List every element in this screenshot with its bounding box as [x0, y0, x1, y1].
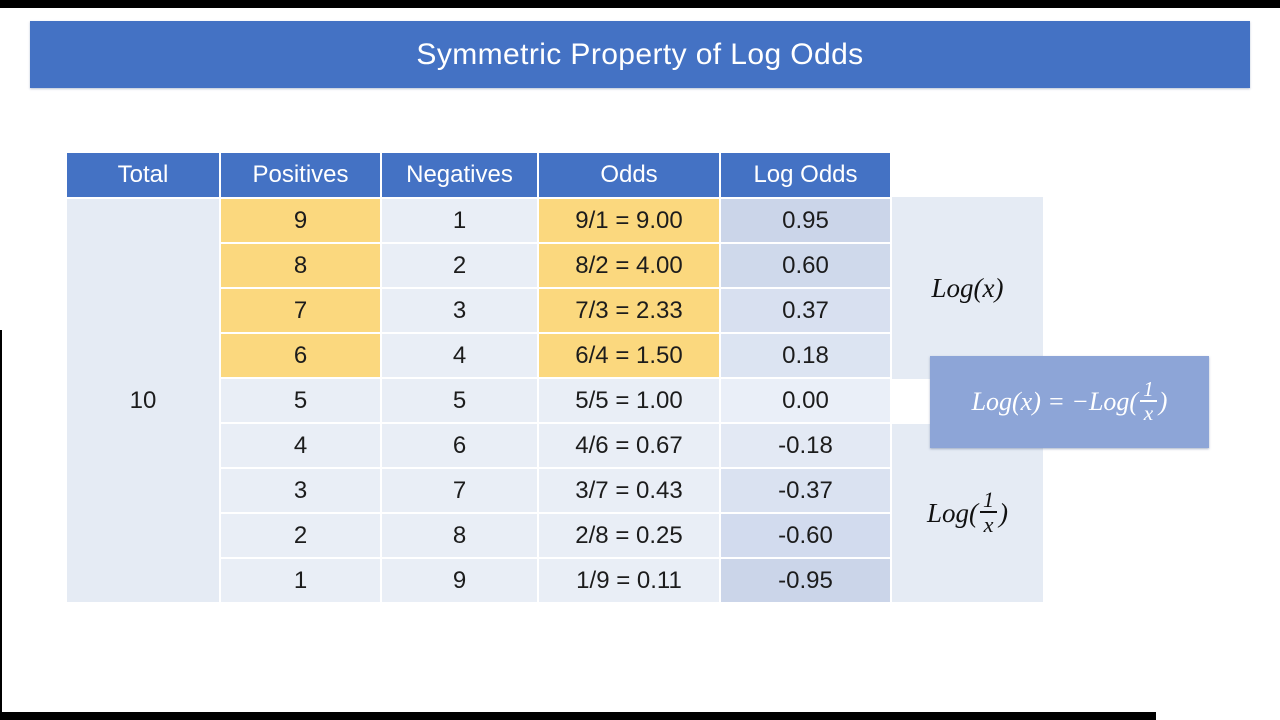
cell-odds: 3/7 = 0.43 — [539, 469, 719, 512]
side-panel-positive-log — [892, 197, 1043, 379]
col-header-total: Total — [67, 153, 219, 197]
cell-negatives: 8 — [382, 514, 537, 557]
letterbox-left-edge — [0, 330, 2, 720]
fraction-numerator: 1 — [982, 486, 995, 512]
label-log-x: Log(x) — [892, 197, 1043, 379]
cell-odds: 1/9 = 0.11 — [539, 559, 719, 602]
log-x-text: Log(x) — [931, 272, 1004, 303]
cell-negatives: 2 — [382, 244, 537, 287]
label-log-inverse-x: Log(1 x) — [892, 424, 1043, 602]
cell-positives: 6 — [221, 334, 380, 377]
col-header-positives: Positives — [221, 153, 380, 197]
cell-log-odds: -0.37 — [721, 469, 890, 512]
formula-suffix: ) — [1158, 387, 1168, 416]
title-banner: Symmetric Property of Log Odds — [30, 21, 1250, 88]
log-inv-prefix: Log( — [926, 497, 978, 528]
cell-log-odds: 0.37 — [721, 289, 890, 332]
cell-negatives: 9 — [382, 559, 537, 602]
letterbox-bottom-bar — [0, 712, 1156, 720]
cell-log-odds: -0.95 — [721, 559, 890, 602]
cell-negatives: 5 — [382, 379, 537, 422]
cell-log-odds: 0.95 — [721, 199, 890, 242]
cell-positives: 1 — [221, 559, 380, 602]
cell-negatives: 4 — [382, 334, 537, 377]
fraction-denominator: x — [979, 511, 998, 536]
cell-odds: 4/6 = 0.67 — [539, 424, 719, 467]
formula-prefix: Log(x) = −Log( — [971, 387, 1139, 416]
cell-odds: 9/1 = 9.00 — [539, 199, 719, 242]
cell-negatives: 7 — [382, 469, 537, 512]
page-title: Symmetric Property of Log Odds — [416, 37, 864, 71]
cell-log-odds: -0.18 — [721, 424, 890, 467]
cell-log-odds: 0.18 — [721, 334, 890, 377]
letterbox-top-bar — [0, 0, 1280, 8]
cell-total-merged: 10 — [67, 199, 219, 602]
cell-negatives: 3 — [382, 289, 537, 332]
col-header-negatives: Negatives — [382, 153, 537, 197]
cell-positives: 9 — [221, 199, 380, 242]
col-header-odds: Odds — [539, 153, 719, 197]
cell-log-odds: 0.00 — [721, 379, 890, 422]
cell-odds: 5/5 = 1.00 — [539, 379, 719, 422]
cell-positives: 8 — [221, 244, 380, 287]
log-inv-suffix: ) — [999, 497, 1009, 528]
cell-negatives: 1 — [382, 199, 537, 242]
cell-positives: 3 — [221, 469, 380, 512]
cell-odds: 8/2 = 4.00 — [539, 244, 719, 287]
fraction-numerator: 1 — [1143, 376, 1154, 401]
odds-table: Total Positives Negatives Odds Log Odds … — [67, 153, 890, 602]
cell-log-odds: -0.60 — [721, 514, 890, 557]
cell-odds: 6/4 = 1.50 — [539, 334, 719, 377]
log-inverse-text: Log(1 x) — [926, 488, 1009, 537]
formula-text: Log(x) = −Log(1 x) — [971, 376, 1168, 426]
side-panel-negative-log — [892, 424, 1043, 602]
col-header-log-odds: Log Odds — [721, 153, 890, 197]
cell-log-odds: 0.60 — [721, 244, 890, 287]
cell-positives: 4 — [221, 424, 380, 467]
cell-positives: 2 — [221, 514, 380, 557]
cell-positives: 5 — [221, 379, 380, 422]
cell-odds: 2/8 = 0.25 — [539, 514, 719, 557]
cell-positives: 7 — [221, 289, 380, 332]
fraction-denominator: x — [1139, 400, 1158, 424]
cell-negatives: 6 — [382, 424, 537, 467]
formula-box: Log(x) = −Log(1 x) — [930, 356, 1209, 448]
cell-odds: 7/3 = 2.33 — [539, 289, 719, 332]
